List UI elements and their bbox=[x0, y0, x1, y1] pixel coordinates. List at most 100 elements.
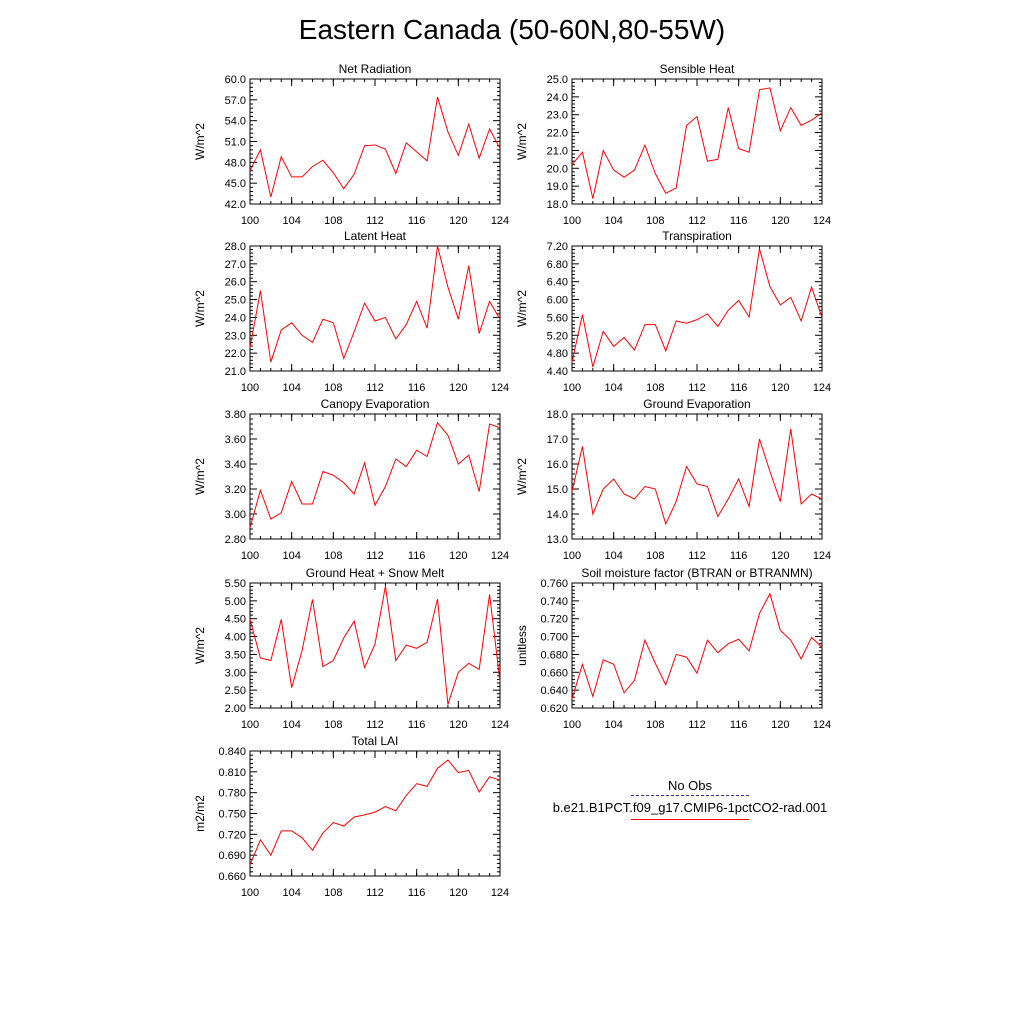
panel-8-y-tick-label: 0.720 bbox=[540, 614, 568, 626]
panel-8-y-tick-label: 0.760 bbox=[540, 578, 568, 590]
panel-8-y-tick-label: 0.660 bbox=[540, 667, 568, 679]
panel-2-x-tick-label: 112 bbox=[688, 215, 706, 227]
panel-7-y-tick-label: 3.00 bbox=[225, 667, 246, 679]
panel-4-x-tick-label: 112 bbox=[688, 382, 706, 394]
panel-7-x-tick-label: 112 bbox=[366, 719, 384, 731]
panel-6-x-tick-label: 100 bbox=[563, 550, 581, 562]
panel-7-x-tick-label: 124 bbox=[491, 719, 509, 731]
panel-9-y-tick-label: 0.690 bbox=[218, 850, 246, 862]
panel-9-y-tick-label: 0.720 bbox=[218, 829, 246, 841]
legend-model-line bbox=[631, 819, 749, 820]
panel-7-title: Ground Heat + Snow Melt bbox=[306, 566, 445, 580]
panel-8-y-label: unitless bbox=[515, 625, 529, 666]
panel-3-y-tick-label: 28.0 bbox=[225, 241, 246, 253]
legend: No Obs b.e21.B1PCT.f09_g17.CMIP6-1pctCO2… bbox=[520, 778, 860, 820]
panel-5-x-tick-label: 116 bbox=[408, 550, 426, 562]
panel-8-y-tick-label: 0.680 bbox=[540, 649, 568, 661]
panel-2-y-label: W/m^2 bbox=[515, 123, 529, 160]
panel-3-x-tick-label: 120 bbox=[449, 382, 467, 394]
panel-1-title: Net Radiation bbox=[339, 62, 412, 76]
panel-3-x-tick-label: 112 bbox=[366, 382, 384, 394]
panel-6-title: Ground Evaporation bbox=[643, 397, 750, 411]
panel-2-y-tick-label: 20.0 bbox=[547, 163, 568, 175]
panel-3-x-tick-label: 116 bbox=[408, 382, 426, 394]
panel-5-y-label: W/m^2 bbox=[193, 458, 207, 495]
panel-3-frame bbox=[249, 245, 501, 372]
panel-9-x-tick-label: 116 bbox=[408, 887, 426, 899]
panel-3-series-line bbox=[249, 245, 501, 363]
panel-9-y-tick-label: 0.660 bbox=[218, 871, 246, 883]
panel-4-y-tick-label: 5.60 bbox=[547, 312, 568, 324]
panel-9-x-tick-label: 124 bbox=[491, 887, 509, 899]
panel-1-y-tick-label: 57.0 bbox=[225, 95, 246, 107]
panel-1-y-tick-label: 60.0 bbox=[225, 74, 246, 86]
panel-4-y-tick-label: 7.20 bbox=[547, 241, 568, 253]
panel-2-frame bbox=[571, 78, 823, 205]
panel-4-x-tick-label: 100 bbox=[563, 382, 581, 394]
panel-4-x-tick-label: 124 bbox=[813, 382, 831, 394]
panel-5-x-tick-label: 108 bbox=[324, 550, 342, 562]
panel-7-y-tick-label: 4.50 bbox=[225, 614, 246, 626]
panel-9-title: Total LAI bbox=[352, 734, 399, 748]
panel-3-x-tick-label: 104 bbox=[282, 382, 300, 394]
panel-6-y-tick-label: 14.0 bbox=[547, 509, 568, 521]
panel-7-y-tick-label: 2.50 bbox=[225, 685, 246, 697]
panel-6-y-label: W/m^2 bbox=[515, 458, 529, 495]
panel-3-y-tick-label: 24.0 bbox=[225, 312, 246, 324]
panel-3-y-tick-label: 26.0 bbox=[225, 277, 246, 289]
panel-2-y-tick-label: 25.0 bbox=[547, 74, 568, 86]
panel-3-y-tick-label: 22.0 bbox=[225, 348, 246, 360]
panel-2-y-tick-label: 19.0 bbox=[547, 181, 568, 193]
panel-5-series-line bbox=[249, 421, 501, 528]
panel-6-y-tick-label: 13.0 bbox=[547, 534, 568, 546]
panel-7-y-tick-label: 4.00 bbox=[225, 632, 246, 644]
panel-6-series-line bbox=[571, 428, 823, 526]
panel-4-frame bbox=[571, 245, 823, 372]
panel-6-y-tick-label: 15.0 bbox=[547, 484, 568, 496]
panel-1-x-tick-label: 124 bbox=[491, 215, 509, 227]
panel-1-y-tick-label: 51.0 bbox=[225, 137, 246, 149]
panel-8-series-line bbox=[571, 592, 823, 700]
panel-5-y-tick-label: 3.80 bbox=[225, 409, 246, 421]
panel-6-x-tick-label: 116 bbox=[730, 550, 748, 562]
panel-2-y-tick-label: 23.0 bbox=[547, 110, 568, 122]
panel-7-x-tick-label: 100 bbox=[241, 719, 259, 731]
panel-4-y-tick-label: 6.80 bbox=[547, 259, 568, 271]
panel-9-y-tick-label: 0.750 bbox=[218, 809, 246, 821]
panel-1-x-tick-label: 100 bbox=[241, 215, 259, 227]
panel-4-y-tick-label: 4.80 bbox=[547, 348, 568, 360]
panel-1-y-tick-label: 42.0 bbox=[225, 199, 246, 211]
panel-6-y-tick-label: 16.0 bbox=[547, 459, 568, 471]
panel-3-x-tick-label: 100 bbox=[241, 382, 259, 394]
panel-9-y-label: m2/m2 bbox=[193, 795, 207, 832]
panel-7-y-tick-label: 2.00 bbox=[225, 703, 246, 715]
legend-obs-line bbox=[631, 795, 749, 796]
panel-7-series-line bbox=[249, 586, 501, 705]
panel-1-x-tick-label: 120 bbox=[449, 215, 467, 227]
panel-1-x-tick-label: 112 bbox=[366, 215, 384, 227]
panel-4-x-tick-label: 104 bbox=[604, 382, 622, 394]
panel-3-x-tick-label: 124 bbox=[491, 382, 509, 394]
panel-8-frame bbox=[571, 582, 823, 709]
panel-6-y-tick-label: 18.0 bbox=[547, 409, 568, 421]
panel-3-title: Latent Heat bbox=[344, 229, 407, 243]
panel-9-x-tick-label: 104 bbox=[282, 887, 300, 899]
panel-7-y-tick-label: 5.50 bbox=[225, 578, 246, 590]
panel-5-y-tick-label: 3.60 bbox=[225, 434, 246, 446]
panel-7-y-tick-label: 3.50 bbox=[225, 649, 246, 661]
panel-8-x-tick-label: 116 bbox=[730, 719, 748, 731]
panel-2-y-tick-label: 21.0 bbox=[547, 145, 568, 157]
panel-5-y-tick-label: 2.80 bbox=[225, 534, 246, 546]
panel-4-y-tick-label: 6.40 bbox=[547, 277, 568, 289]
panel-4-x-tick-label: 120 bbox=[771, 382, 789, 394]
legend-model-label: b.e21.B1PCT.f09_g17.CMIP6-1pctCO2-rad.00… bbox=[552, 800, 828, 815]
panel-9-x-tick-label: 100 bbox=[241, 887, 259, 899]
panel-6-x-tick-label: 124 bbox=[813, 550, 831, 562]
panel-3-y-tick-label: 25.0 bbox=[225, 295, 246, 307]
panel-9-x-tick-label: 112 bbox=[366, 887, 384, 899]
panel-5-y-tick-label: 3.20 bbox=[225, 484, 246, 496]
panel-6-frame bbox=[571, 413, 823, 540]
panel-9-y-tick-label: 0.840 bbox=[218, 746, 246, 758]
panel-4-y-tick-label: 6.00 bbox=[547, 295, 568, 307]
figure-title: Eastern Canada (50-60N,80-55W) bbox=[298, 14, 726, 45]
